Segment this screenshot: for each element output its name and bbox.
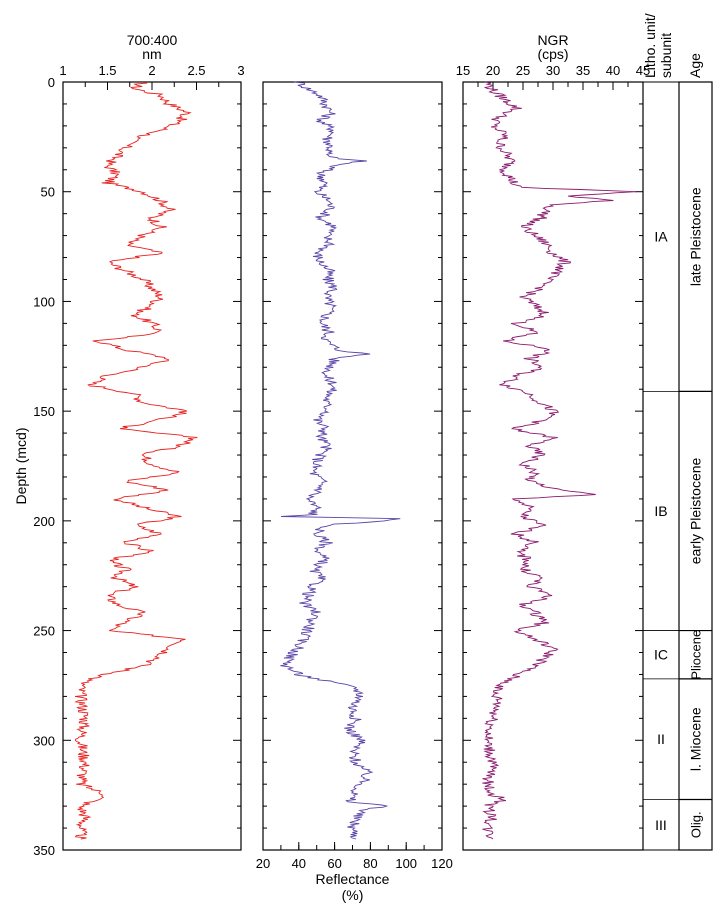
x-tick-label-ngr-40: 40 [606,63,620,78]
depth-tick-label-50: 50 [41,185,55,200]
panel-frame-ngr [462,81,644,851]
depth-tick-label-350: 350 [33,843,55,858]
data-line-ngr [482,81,637,840]
x-tick-label-reflectance-20: 20 [256,856,270,871]
depth-tick-label-300: 300 [33,733,55,748]
x-tick-label-reflectance-100: 100 [395,856,417,871]
x-axis-label-reflectance: Reflectance [316,871,390,887]
panel-frame-reflectance [262,81,443,851]
x-tick-label-ratio-1.5: 1.5 [98,63,116,78]
litho-header-line1: Litho. unit/ [642,13,658,78]
data-line-ratio [74,81,198,840]
depth-tick-label-250: 250 [33,624,55,639]
x-tick-label-ngr-30: 30 [546,63,560,78]
litho-unit-label-IB: IB [654,503,667,519]
x-tick-label-ngr-20: 20 [486,63,500,78]
age-label-3: l. Miocene [688,707,704,771]
age-header: Age [687,53,703,78]
age-label-4: Olig. [689,811,704,838]
x-tick-label-ratio-2.5: 2.5 [187,63,205,78]
litho-unit-label-II: II [657,731,665,747]
x-tick-label-ratio-1: 1 [59,63,66,78]
x-tick-label-ngr-35: 35 [576,63,590,78]
depth-axis-label: Depth (mcd) [13,427,29,504]
x-axis-unit-reflectance: (%) [342,887,364,903]
litho-header-line2: subunit [658,33,674,78]
x-axis-unit-ngr: (cps) [537,46,568,62]
x-axis-label-ratio: 700:400 [127,32,178,48]
x-tick-label-ratio-3: 3 [237,63,244,78]
x-tick-label-ngr-15: 15 [456,63,470,78]
age-label-1: early Pleistocene [688,457,704,564]
age-label-2: Pliocene [689,630,704,680]
x-axis-label-ngr: NGR [537,32,568,48]
data-line-reflectance [280,81,401,840]
x-tick-label-reflectance-40: 40 [292,856,306,871]
age-column-frame [678,81,713,851]
x-axis-unit-ratio: nm [142,46,161,62]
depth-tick-label-100: 100 [33,294,55,309]
depth-tick-label-0: 0 [48,75,55,90]
x-tick-label-reflectance-60: 60 [327,856,341,871]
age-label-0: late Pleistocene [688,187,704,286]
depth-tick-label-150: 150 [33,404,55,419]
x-tick-label-reflectance-80: 80 [363,856,377,871]
x-tick-label-ratio-2: 2 [148,63,155,78]
x-tick-label-reflectance-120: 120 [431,856,453,871]
litho-unit-label-IA: IA [654,229,668,245]
x-tick-label-ngr-45: 45 [636,63,650,78]
x-tick-label-ngr-25: 25 [516,63,530,78]
depth-tick-label-200: 200 [33,514,55,529]
litho-unit-label-IC: IC [654,647,668,663]
litho-unit-label-III: III [655,817,667,833]
